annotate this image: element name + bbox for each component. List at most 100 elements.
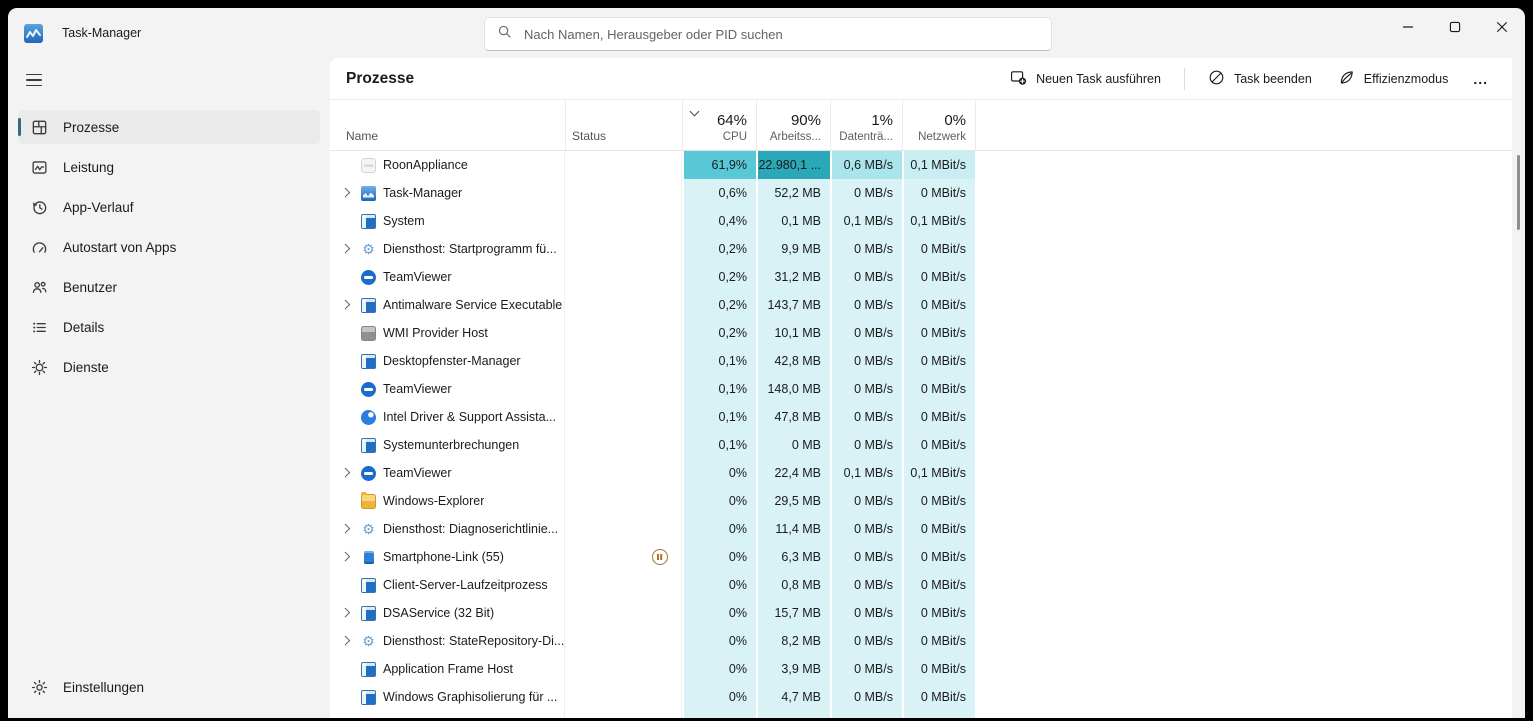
table-row[interactable]: TeamViewer 0% 22,4 MB 0,1 MB/s 0,1 MBit/… (330, 459, 1512, 487)
filler-cell (975, 683, 1512, 711)
network-cell: 0 MBit/s (902, 431, 975, 459)
table-row[interactable]: Intel Driver & Support Assista... 0,1% 4… (330, 403, 1512, 431)
expand-chevron-icon[interactable] (338, 465, 354, 481)
disk-cell: 0 MB/s (830, 403, 902, 431)
table-row[interactable]: DSAService (32 Bit) 0% 15,7 MB 0 MB/s 0 … (330, 599, 1512, 627)
cpu-cell: 0,2% (682, 235, 756, 263)
memory-cell: 47,8 MB (756, 403, 830, 431)
process-name: Desktopfenster-Manager (383, 354, 521, 368)
memory-cell: 143,7 MB (756, 291, 830, 319)
chevron-spacer (338, 493, 354, 509)
run-new-task-label: Neuen Task ausführen (1036, 71, 1161, 86)
task-manager-window: Task-Manager Nach Namen, Herausgeber ode… (8, 8, 1525, 718)
close-button[interactable] (1478, 10, 1525, 44)
chevron-spacer (338, 353, 354, 369)
column-header-name[interactable]: Name (346, 129, 379, 143)
expand-chevron-icon[interactable] (338, 605, 354, 621)
filler-cell (975, 599, 1512, 627)
status-cell (565, 627, 682, 655)
table-row[interactable]: roon RoonAppliance 61,9% 22.980,1 ... 0,6… (330, 151, 1512, 179)
table-row[interactable]: Task-Manager 0,6% 52,2 MB 0 MB/s 0 MBit/… (330, 179, 1512, 207)
table-row[interactable]: Systemunterbrechungen 0,1% 0 MB 0 MB/s 0… (330, 431, 1512, 459)
memory-cell: 42,8 MB (756, 347, 830, 375)
menu-toggle-button[interactable] (22, 64, 56, 96)
sidebar-item-leistung[interactable]: Leistung (18, 150, 320, 184)
process-name: TeamViewer (383, 382, 452, 396)
table-row[interactable]: Desktopfenster-Manager 0,1% 42,8 MB 0 MB… (330, 347, 1512, 375)
table-row[interactable]: Diensthost: Startprogramm fü... 0,2% 9,9… (330, 235, 1512, 263)
column-header-cpu[interactable]: 64% CPU (682, 100, 756, 150)
cpu-cell: 0,1% (682, 431, 756, 459)
process-name: Task-Manager (383, 186, 463, 200)
teamviewer-icon (361, 269, 376, 285)
table-row[interactable]: TeamViewer 0,2% 31,2 MB 0 MB/s 0 MBit/s (330, 263, 1512, 291)
sidebar-item-details[interactable]: Details (18, 310, 320, 344)
scrollbar-thumb[interactable] (1517, 155, 1520, 230)
startup-icon (31, 239, 48, 256)
table-row[interactable]: Windows Graphisolierung für ... 0% 4,7 M… (330, 683, 1512, 711)
search-input[interactable]: Nach Namen, Herausgeber oder PID suchen (484, 17, 1052, 51)
table-row[interactable]: Smartphone-Link (55) 0% 6,3 MB 0 MB/s 0 … (330, 543, 1512, 571)
status-cell (565, 571, 682, 599)
sidebar-item-app-verlauf[interactable]: App-Verlauf (18, 190, 320, 224)
chevron-spacer (338, 409, 354, 425)
page-title: Prozesse (346, 69, 415, 87)
cpu-cell: 61,9% (682, 151, 756, 179)
more-options-button[interactable]: ... (1473, 70, 1488, 87)
sidebar-item-dienste[interactable]: Dienste (18, 350, 320, 384)
table-row[interactable]: Antimalware Service Executable 0,2% 143,… (330, 291, 1512, 319)
sidebar-item-label: Leistung (63, 159, 115, 175)
status-cell (565, 431, 682, 459)
chevron-spacer (338, 325, 354, 341)
sidebar-item-benutzer[interactable]: Benutzer (18, 270, 320, 304)
table-row[interactable]: WMI Provider Host 0,2% 10,1 MB 0 MB/s 0 … (330, 319, 1512, 347)
table-row[interactable]: Diensthost: StateRepository-Di... 0% 8,2… (330, 627, 1512, 655)
expand-chevron-icon[interactable] (338, 633, 354, 649)
table-row[interactable]: TeamViewer 0,1% 148,0 MB 0 MB/s 0 MBit/s (330, 375, 1512, 403)
disk-cell: 0 MB/s (830, 375, 902, 403)
status-cell (565, 291, 682, 319)
history-icon (31, 199, 48, 216)
efficiency-mode-button[interactable]: Effizienzmodus (1327, 63, 1460, 95)
sidebar-item-label: Benutzer (63, 279, 118, 295)
cpu-cell: 0% (682, 515, 756, 543)
memory-cell: 10,1 MB (756, 319, 830, 347)
run-new-task-button[interactable]: Neuen Task ausführen (999, 63, 1172, 95)
network-cell: 0,1 MBit/s (902, 459, 975, 487)
main-area: Prozesse Neuen Task ausführen (330, 58, 1525, 718)
vertical-scrollbar[interactable] (1512, 58, 1525, 718)
table-row[interactable]: Application Frame Host 0% 3,9 MB 0 MB/s … (330, 655, 1512, 683)
disk-cell: 0 MB/s (830, 627, 902, 655)
end-task-button[interactable]: Task beenden (1197, 63, 1323, 95)
sidebar-item-label: Prozesse (63, 119, 120, 135)
table-row[interactable]: Diensthost: Diagnoserichtlinie... 0% 11,… (330, 515, 1512, 543)
table-row[interactable]: Windows-Explorer 0% 29,5 MB 0 MB/s 0 MBi… (330, 487, 1512, 515)
column-header-disk[interactable]: 1% Datenträ... (830, 100, 902, 150)
disk-cell: 0 MB/s (830, 683, 902, 711)
network-cell: 0 MBit/s (902, 683, 975, 711)
expand-chevron-icon[interactable] (338, 521, 354, 537)
column-header-memory[interactable]: 90% Arbeitss... (756, 100, 830, 150)
column-header-network[interactable]: 0% Netzwerk (902, 100, 975, 150)
sidebar-nav: Prozesse Leistung App-Verlauf (8, 110, 330, 384)
expand-chevron-icon[interactable] (338, 185, 354, 201)
cpu-cell: 0% (682, 543, 756, 571)
memory-cell: 4,7 MB (756, 683, 830, 711)
minimize-button[interactable] (1384, 10, 1431, 44)
table-row[interactable]: System 0,4% 0,1 MB 0,1 MB/s 0,1 MBit/s (330, 207, 1512, 235)
table-header: Name Status 64% CPU 90% Arbeitss... 1% D… (330, 100, 1512, 151)
sidebar-item-einstellungen[interactable]: Einstellungen (18, 670, 320, 704)
network-cell: 0 MBit/s (902, 515, 975, 543)
sidebar-item-autostart[interactable]: Autostart von Apps (18, 230, 320, 264)
column-header-status[interactable]: Status (565, 100, 682, 150)
status-cell (565, 655, 682, 683)
maximize-button[interactable] (1431, 10, 1478, 44)
expand-chevron-icon[interactable] (338, 297, 354, 313)
expand-chevron-icon[interactable] (338, 549, 354, 565)
sidebar: Prozesse Leistung App-Verlauf (8, 58, 330, 718)
disk-cell: 0 MB/s (830, 543, 902, 571)
sidebar-item-prozesse[interactable]: Prozesse (18, 110, 320, 144)
leaf-icon (1338, 69, 1355, 89)
table-row[interactable]: Client-Server-Laufzeitprozess 0% 0,8 MB … (330, 571, 1512, 599)
expand-chevron-icon[interactable] (338, 241, 354, 257)
